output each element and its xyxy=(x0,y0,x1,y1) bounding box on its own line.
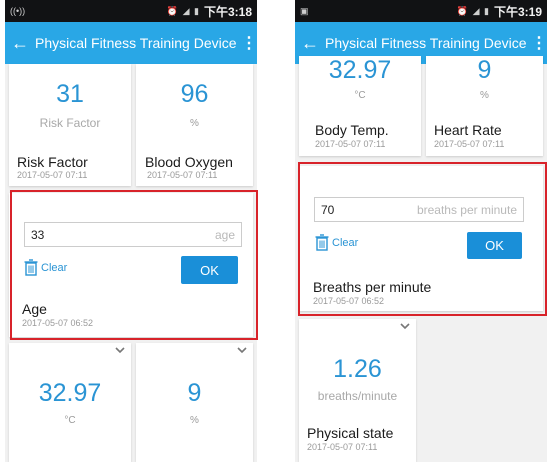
cards-grid: 31 Risk Factor Risk Factor 2017-05-07 07… xyxy=(5,64,257,462)
chevron-down-icon[interactable] xyxy=(115,345,125,355)
status-bar: ((•)) ⏰ ◢ ▮ 下午3:18 xyxy=(5,0,257,22)
signal-icon: ((•)) xyxy=(10,6,26,16)
age-name: Age xyxy=(22,301,47,317)
physical-state-name: Physical state xyxy=(307,425,394,441)
age-date: 2017-05-07 06:52 xyxy=(22,318,94,328)
clear-button[interactable]: Clear xyxy=(24,259,67,276)
blood-oxygen-unit: % xyxy=(190,118,199,129)
age-input[interactable]: 33 age xyxy=(24,222,242,247)
heart-rate-value: 9 xyxy=(477,56,492,84)
breaths-input-value: 70 xyxy=(321,202,335,217)
trash-icon xyxy=(24,259,38,276)
body-temp-date: 2017-05-07 07:11 xyxy=(315,139,386,149)
age-input-placeholder: age xyxy=(214,227,235,242)
risk-factor-unit: Risk Factor xyxy=(39,116,101,130)
ok-button[interactable]: OK xyxy=(467,232,522,259)
age-input-card: 33 age Clear OK Age 2017-05-07 06:52 xyxy=(9,193,253,337)
status-icons: ⏰ ◢ ▮ xyxy=(456,5,490,16)
blood-oxygen-card[interactable]: 96 % Blood Oxygen 2017-05-07 07:11 xyxy=(136,64,253,186)
risk-factor-card[interactable]: 31 Risk Factor Risk Factor 2017-05-07 07… xyxy=(9,64,131,186)
body-temp-card[interactable]: 32.97 °C Body Temp. 2017-05-07 07:11 xyxy=(299,56,421,156)
physical-state-value: 1.26 xyxy=(333,355,382,383)
physical-state-card[interactable]: 1.26 breaths/minute Physical state 2017-… xyxy=(299,319,416,462)
chevron-down-icon[interactable] xyxy=(237,345,247,355)
back-arrow-icon[interactable]: ← xyxy=(11,32,29,53)
blood-oxygen-value: 96 xyxy=(180,80,209,108)
overflow-menu-icon[interactable]: ⋮ xyxy=(241,35,257,52)
risk-factor-value: 31 xyxy=(56,80,84,108)
heart-rate-card[interactable]: 9 % xyxy=(136,343,253,462)
status-time: 下午3:19 xyxy=(493,4,542,19)
risk-factor-date: 2017-05-07 07:11 xyxy=(17,170,88,180)
status-bar: ▣ ⏰ ◢ ▮ 下午3:19 xyxy=(295,0,547,22)
body-temp-name: Body Temp. xyxy=(315,122,389,138)
physical-state-date: 2017-05-07 07:11 xyxy=(307,442,378,452)
physical-state-unit: breaths/minute xyxy=(317,389,398,403)
back-arrow-icon[interactable]: ← xyxy=(301,32,319,53)
signal-icon: ▣ xyxy=(300,5,309,16)
age-input-value: 33 xyxy=(31,227,45,242)
overflow-menu-icon[interactable]: ⋮ xyxy=(531,35,547,52)
app-title: Physical Fitness Training Device xyxy=(325,35,527,51)
status-time: 下午3:18 xyxy=(203,4,252,19)
breaths-input[interactable]: 70 breaths per minute xyxy=(314,197,524,222)
trash-icon xyxy=(315,234,329,251)
body-temp-unit: °C xyxy=(354,90,366,101)
clear-button[interactable]: Clear xyxy=(315,234,358,251)
clear-label: Clear xyxy=(41,261,68,274)
status-icons: ⏰ ◢ ▮ xyxy=(166,5,200,16)
heart-rate-unit: % xyxy=(480,90,489,101)
app-bar: ← Physical Fitness Training Device ⋮ xyxy=(5,22,257,64)
cards-grid: 32.97 °C Body Temp. 2017-05-07 07:11 9 %… xyxy=(295,56,547,462)
body-temp-value: 32.97 xyxy=(38,379,102,407)
breaths-input-placeholder: breaths per minute xyxy=(416,202,517,217)
heart-rate-unit: % xyxy=(190,415,199,426)
chevron-down-icon[interactable] xyxy=(400,321,410,331)
heart-rate-name: Heart Rate xyxy=(434,122,502,138)
body-temp-unit: °C xyxy=(64,415,76,426)
heart-rate-date: 2017-05-07 07:11 xyxy=(434,139,505,149)
highlight-box xyxy=(10,190,258,340)
risk-factor-name: Risk Factor xyxy=(17,154,88,170)
blood-oxygen-name: Blood Oxygen xyxy=(145,154,233,170)
heart-rate-value: 9 xyxy=(187,379,202,407)
app-title: Physical Fitness Training Device xyxy=(35,35,237,51)
highlight-box xyxy=(298,162,547,316)
left-phone-screen: ((•)) ⏰ ◢ ▮ 下午3:18 ← Physical Fitness Tr… xyxy=(5,0,257,462)
right-phone-screen: ▣ ⏰ ◢ ▮ 下午3:19 ← Physical Fitness Traini… xyxy=(295,0,547,462)
breaths-name: Breaths per minute xyxy=(313,279,432,295)
body-temp-card[interactable]: 32.97 °C xyxy=(9,343,131,462)
heart-rate-card[interactable]: 9 % Heart Rate 2017-05-07 07:11 xyxy=(426,56,543,156)
ok-button[interactable]: OK xyxy=(181,256,238,284)
blood-oxygen-date: 2017-05-07 07:11 xyxy=(147,170,218,180)
breaths-date: 2017-05-07 06:52 xyxy=(313,296,385,306)
clear-label: Clear xyxy=(332,236,359,249)
breaths-input-card: 70 breaths per minute Clear OK Breaths p… xyxy=(299,166,543,311)
body-temp-value: 32.97 xyxy=(328,56,392,84)
